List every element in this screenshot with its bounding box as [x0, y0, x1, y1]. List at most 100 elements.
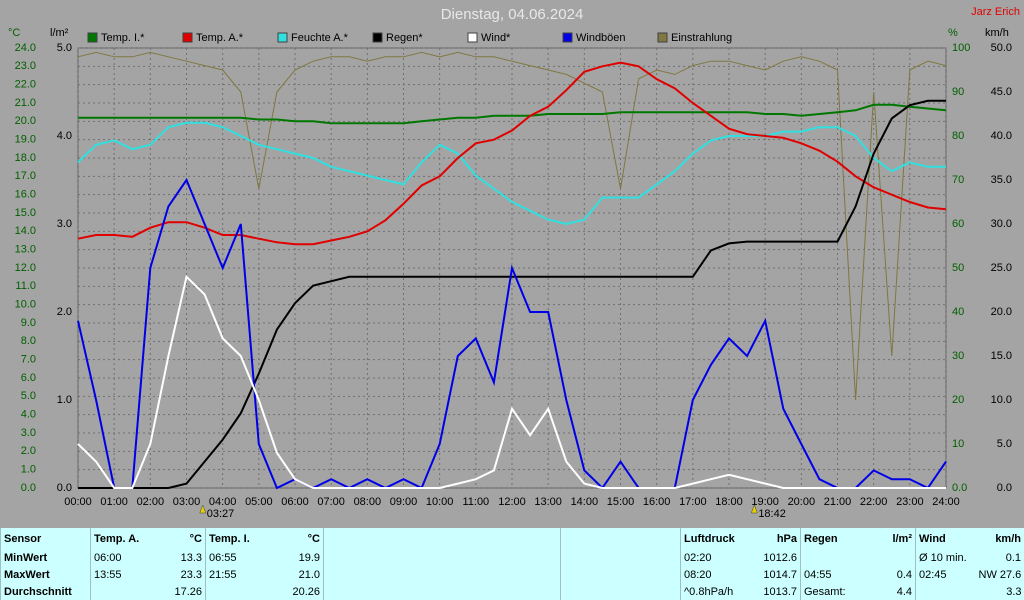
x-tick-label: 01:00: [100, 496, 128, 508]
x-tick-label: 21:00: [824, 496, 852, 508]
y3-tick-label: 70: [952, 174, 964, 186]
table-row: MaxWert 13:55 23.3 21:55 21.0 08:20 1014.7 04:5…: [0, 566, 1024, 583]
series-line: [77, 61, 947, 246]
table-cell: [915, 583, 976, 600]
y4-tick-label: 5.0: [997, 438, 1012, 450]
y-tick-label: 19.0: [15, 134, 36, 146]
y4-tick-label: 25.0: [991, 262, 1012, 274]
y-tick-label: 16.0: [15, 189, 36, 201]
table-cell: 0.1: [1005, 551, 1021, 564]
series-line: [77, 51, 947, 401]
table-cell: 13.3: [180, 551, 202, 564]
y-tick-label: 17.0: [15, 170, 36, 182]
table-cell: 04:55: [800, 566, 866, 583]
y-unit: °C: [8, 27, 20, 39]
table-cell: [90, 583, 151, 600]
x-tick-label: 14:00: [571, 496, 599, 508]
table-cell: Regen: [800, 528, 866, 549]
table-cell: [560, 528, 681, 549]
table-cell: [323, 549, 561, 566]
x-tick-label: 18:00: [715, 496, 743, 508]
y-tick-label: 2.0: [21, 445, 36, 457]
table-cell: [560, 566, 681, 583]
y-tick-label: 10.0: [15, 299, 36, 311]
legend-label: Wind*: [481, 32, 511, 44]
y4-tick-label: 20.0: [991, 306, 1012, 318]
table-cell: 1013.7: [763, 585, 797, 598]
y-tick-label: 3.0: [21, 427, 36, 439]
table-cell: 0.4: [896, 568, 912, 581]
x-tick-label: 11:00: [462, 496, 489, 508]
table-cell: MaxWert: [0, 566, 91, 583]
table-cell: ^0.8hPa/h: [680, 583, 756, 600]
y4-unit: km/h: [985, 27, 1009, 39]
table-cell: 08:20: [680, 566, 756, 583]
y4-tick-label: 15.0: [991, 350, 1012, 362]
y-tick-label: 22.0: [15, 79, 36, 91]
y3-unit: %: [948, 27, 958, 39]
y3-tick-label: 10: [952, 438, 964, 450]
y-tick-label: 18.0: [15, 152, 36, 164]
table-cell: hPa: [776, 532, 797, 545]
table-cell: [866, 549, 916, 566]
author: Jarz Erich: [971, 6, 1020, 18]
chart-title: Dienstag, 04.06.2024: [441, 6, 584, 23]
y-tick-label: 4.0: [21, 409, 36, 421]
legend-label: Temp. I.*: [101, 32, 145, 44]
x-tick-label: 10:00: [426, 496, 454, 508]
table-cell: MinWert: [0, 549, 91, 566]
table-cell: Durchschnitt: [0, 583, 91, 600]
x-tick-label: 00:00: [64, 496, 92, 508]
table-cell: 13:55: [90, 566, 151, 583]
table-cell: Wind: [915, 528, 976, 549]
y2-tick-label: 1.0: [57, 394, 72, 406]
table-cell: Gesamt:: [800, 583, 866, 600]
legend-swatch: [657, 32, 668, 43]
table-cell: 19.9: [298, 551, 320, 564]
x-tick-label: 16:00: [643, 496, 671, 508]
y3-tick-label: 80: [952, 130, 964, 142]
x-tick-label: 20:00: [788, 496, 816, 508]
table-cell: Temp. A.: [90, 528, 151, 549]
y3-tick-label: 100: [952, 42, 970, 54]
legend-label: Temp. A.*: [196, 32, 244, 44]
table-cell: 1014.7: [763, 568, 797, 581]
table-cell: 02:20: [680, 549, 756, 566]
y4-tick-label: 45.0: [991, 86, 1012, 98]
table-cell: 21.0: [298, 568, 320, 581]
series-line: [77, 177, 947, 490]
table-cell: km/h: [995, 532, 1021, 545]
legend-label: Regen*: [386, 32, 423, 44]
table-cell: [560, 549, 681, 566]
chart: Dienstag, 04.06.2024 Jarz Erich °C l/m² …: [8, 6, 1020, 520]
x-tick-label: 07:00: [317, 496, 345, 508]
y3-tick-label: 50: [952, 262, 964, 274]
table-cell: 02:45: [915, 566, 976, 583]
table-cell: [560, 583, 681, 600]
legend-label: Windböen: [576, 32, 626, 44]
y-tick-label: 13.0: [15, 244, 36, 256]
y-tick-label: 14.0: [15, 225, 36, 237]
y-tick-label: 7.0: [21, 354, 36, 366]
y-tick-label: 1.0: [21, 464, 36, 476]
y2-tick-label: 3.0: [57, 218, 72, 230]
x-tick-label: 17:00: [679, 496, 707, 508]
legend-swatch: [467, 32, 478, 43]
y3-tick-label: 0.0: [952, 482, 967, 494]
x-tick-label: 08:00: [354, 496, 382, 508]
y4-tick-label: 0.0: [997, 482, 1012, 494]
legend-swatch: [182, 32, 193, 43]
table-cell: Luftdruck: [680, 528, 756, 549]
y2-tick-label: 4.0: [57, 130, 72, 142]
table-cell: NW 27.6: [978, 568, 1022, 581]
table-cell: [323, 566, 561, 583]
y4-tick-label: 10.0: [991, 394, 1012, 406]
y-tick-label: 11.0: [15, 280, 36, 292]
table-cell: 17.26: [174, 585, 202, 598]
series-line: [78, 99, 946, 489]
y3-tick-label: 90: [952, 86, 964, 98]
sun-marker: [199, 504, 207, 514]
table-cell: l/m²: [892, 532, 912, 545]
y-tick-label: 24.0: [15, 42, 36, 54]
x-tick-label: 12:00: [498, 496, 526, 508]
